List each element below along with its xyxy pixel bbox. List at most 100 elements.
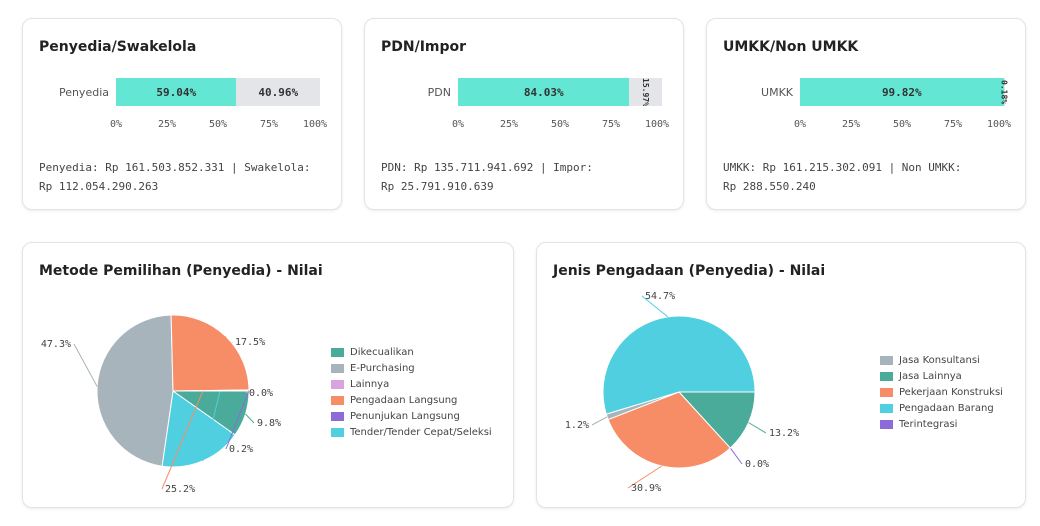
bar-segment-impor[interactable]: 15.97% [629, 78, 662, 106]
pie-data-label: 47.3% [41, 339, 71, 350]
legend-item[interactable]: Terintegrasi [880, 416, 1003, 432]
legend-swatch [880, 371, 893, 381]
pie-slice-tender-tender-cepat-seleksi[interactable] [161, 390, 236, 468]
legend-label: Pekerjaan Konstruksi [899, 386, 1003, 398]
legend-item[interactable]: E-Purchasing [331, 360, 492, 376]
card-umkk-non-umkk: UMKK/Non UMKK UMKK 99.82% 0.18% 0% 25% 5… [706, 18, 1026, 210]
legend-label: Terintegrasi [899, 418, 958, 430]
tick-label: 50% [892, 119, 912, 130]
legend-item[interactable]: Jasa Lainnya [880, 368, 1003, 384]
legend-item[interactable]: Jasa Konsultansi [880, 352, 1003, 368]
pie-data-label: 13.2% [769, 428, 799, 439]
card-title: Metode Pemilihan (Penyedia) - Nilai [39, 263, 323, 279]
summary-text: Penyedia: Rp 161.503.852.331 | Swakelola… [39, 158, 319, 196]
legend-swatch [331, 347, 344, 357]
pie-slice-pekerjaan-konstruksi[interactable] [607, 391, 732, 469]
bar-segment-umkk[interactable]: 99.82% [800, 78, 1004, 106]
pie-slice-e-purchasing[interactable] [96, 314, 174, 467]
legend-swatch [331, 363, 344, 373]
bar-category-label: UMKK [761, 86, 793, 99]
tick-label: 100% [644, 119, 670, 130]
card-title: Jenis Pengadaan (Penyedia) - Nilai [553, 263, 826, 279]
pie-data-label: 1.2% [565, 420, 589, 431]
label-leader-line [245, 413, 255, 424]
card-title: PDN/Impor [381, 39, 467, 55]
pie-slice-pengadaan-barang[interactable] [602, 315, 756, 415]
bar-segment-swakelola[interactable]: 40.96% [236, 78, 320, 106]
stacked-bar: 99.82% 0.18% [800, 78, 1009, 106]
tick-label: 100% [302, 119, 328, 130]
tick-label: 0% [451, 119, 465, 130]
stacked-bar: 84.03% 15.97% [458, 78, 662, 106]
legend-item[interactable]: Dikecualikan [331, 344, 492, 360]
label-leader-line [225, 390, 250, 450]
label-leader-line [161, 336, 227, 490]
legend-item[interactable]: Lainnya [331, 376, 492, 392]
bar-segment-pdn[interactable]: 84.03% [458, 78, 630, 106]
card-pdn-impor: PDN/Impor PDN 84.03% 15.97% 0% 25% 50% 7… [364, 18, 684, 210]
tick-label: 50% [208, 119, 228, 130]
legend-swatch [331, 379, 344, 389]
tick-label: 50% [550, 119, 570, 130]
legend-swatch [331, 427, 344, 437]
label-leader-line [729, 447, 743, 465]
summary-line: Rp 288.550.240 [723, 180, 816, 193]
card-jenis-pengadaan: Jenis Pengadaan (Penyedia) - Nilai 13.2%… [536, 242, 1026, 508]
legend-label: E-Purchasing [350, 362, 415, 374]
card-title: UMKK/Non UMKK [723, 39, 859, 55]
legend: Jasa Konsultansi Jasa Lainnya Pekerjaan … [880, 352, 1003, 432]
legend-swatch [880, 387, 893, 397]
legend-label: Jasa Konsultansi [899, 354, 980, 366]
legend-label: Lainnya [350, 378, 390, 390]
legend-item[interactable]: Tender/Tender Cepat/Seleksi [331, 424, 492, 440]
tick-label: 25% [841, 119, 861, 130]
summary-line: UMKK: Rp 161.215.302.091 | Non UMKK: [723, 161, 962, 174]
label-leader-line [73, 343, 98, 387]
legend-label: Tender/Tender Cepat/Seleksi [350, 426, 492, 438]
stacked-bar: 59.04% 40.96% [116, 78, 320, 106]
summary-line: PDN: Rp 135.711.941.692 | Impor: [381, 161, 593, 174]
pie-data-label: 0.2% [229, 444, 253, 455]
pie-data-label: 0.0% [745, 459, 769, 470]
legend-item[interactable]: Pekerjaan Konstruksi [880, 384, 1003, 400]
pie-data-label: 30.9% [631, 483, 661, 494]
legend-label: Jasa Lainnya [899, 370, 962, 382]
bar-segment-non-umkk[interactable]: 0.18% [999, 78, 1009, 106]
tick-label: 75% [259, 119, 279, 130]
label-leader-line [627, 465, 662, 489]
label-leader-line [641, 295, 669, 318]
legend-label: Pengadaan Barang [899, 402, 994, 414]
pie-data-label: 54.7% [645, 291, 675, 302]
legend-label: Dikecualikan [350, 346, 414, 358]
label-leader-line [591, 416, 608, 426]
pie-slice-jasa-lainnya[interactable] [677, 391, 756, 449]
legend-item[interactable]: Pengadaan Langsung [331, 392, 492, 408]
pie-chart-metode-pemilihan: 9.8% 17.5% 47.3% 25.2% 0.2% 0.0% [41, 314, 281, 495]
tick-label: 75% [601, 119, 621, 130]
legend-item[interactable]: Pengadaan Barang [880, 400, 1003, 416]
legend-swatch [331, 411, 344, 421]
legend-swatch [880, 403, 893, 413]
tick-label: 75% [943, 119, 963, 130]
legend-swatch [331, 395, 344, 405]
label-leader-line [748, 422, 767, 434]
tick-label: 0% [109, 119, 123, 130]
pie-data-label: 17.5% [235, 337, 265, 348]
pie-slice-pengadaan-langsung[interactable] [170, 314, 250, 392]
pie-data-label: 25.2% [165, 484, 195, 495]
summary-text: UMKK: Rp 161.215.302.091 | Non UMKK: Rp … [723, 158, 1003, 196]
summary-line: Rp 25.791.910.639 [381, 180, 494, 193]
summary-line: Penyedia: Rp 161.503.852.331 | Swakelola… [39, 161, 311, 174]
legend-label: Pengadaan Langsung [350, 394, 458, 406]
legend-item[interactable]: Penunjukan Langsung [331, 408, 492, 424]
pie-data-label: 9.8% [257, 418, 281, 429]
card-title: Penyedia/Swakelola [39, 39, 197, 55]
tick-label: 100% [986, 119, 1012, 130]
bar-category-label: Penyedia [58, 86, 109, 99]
card-metode-pemilihan: Metode Pemilihan (Penyedia) - Nilai 9.8%… [22, 242, 514, 508]
bar-segment-penyedia[interactable]: 59.04% [116, 78, 237, 106]
legend-label: Penunjukan Langsung [350, 410, 460, 422]
pie-chart-jenis-pengadaan: 13.2% 0.0% 30.9% 1.2% 54.7% [565, 291, 799, 494]
tick-label: 25% [499, 119, 519, 130]
summary-text: PDN: Rp 135.711.941.692 | Impor: Rp 25.7… [381, 158, 661, 196]
